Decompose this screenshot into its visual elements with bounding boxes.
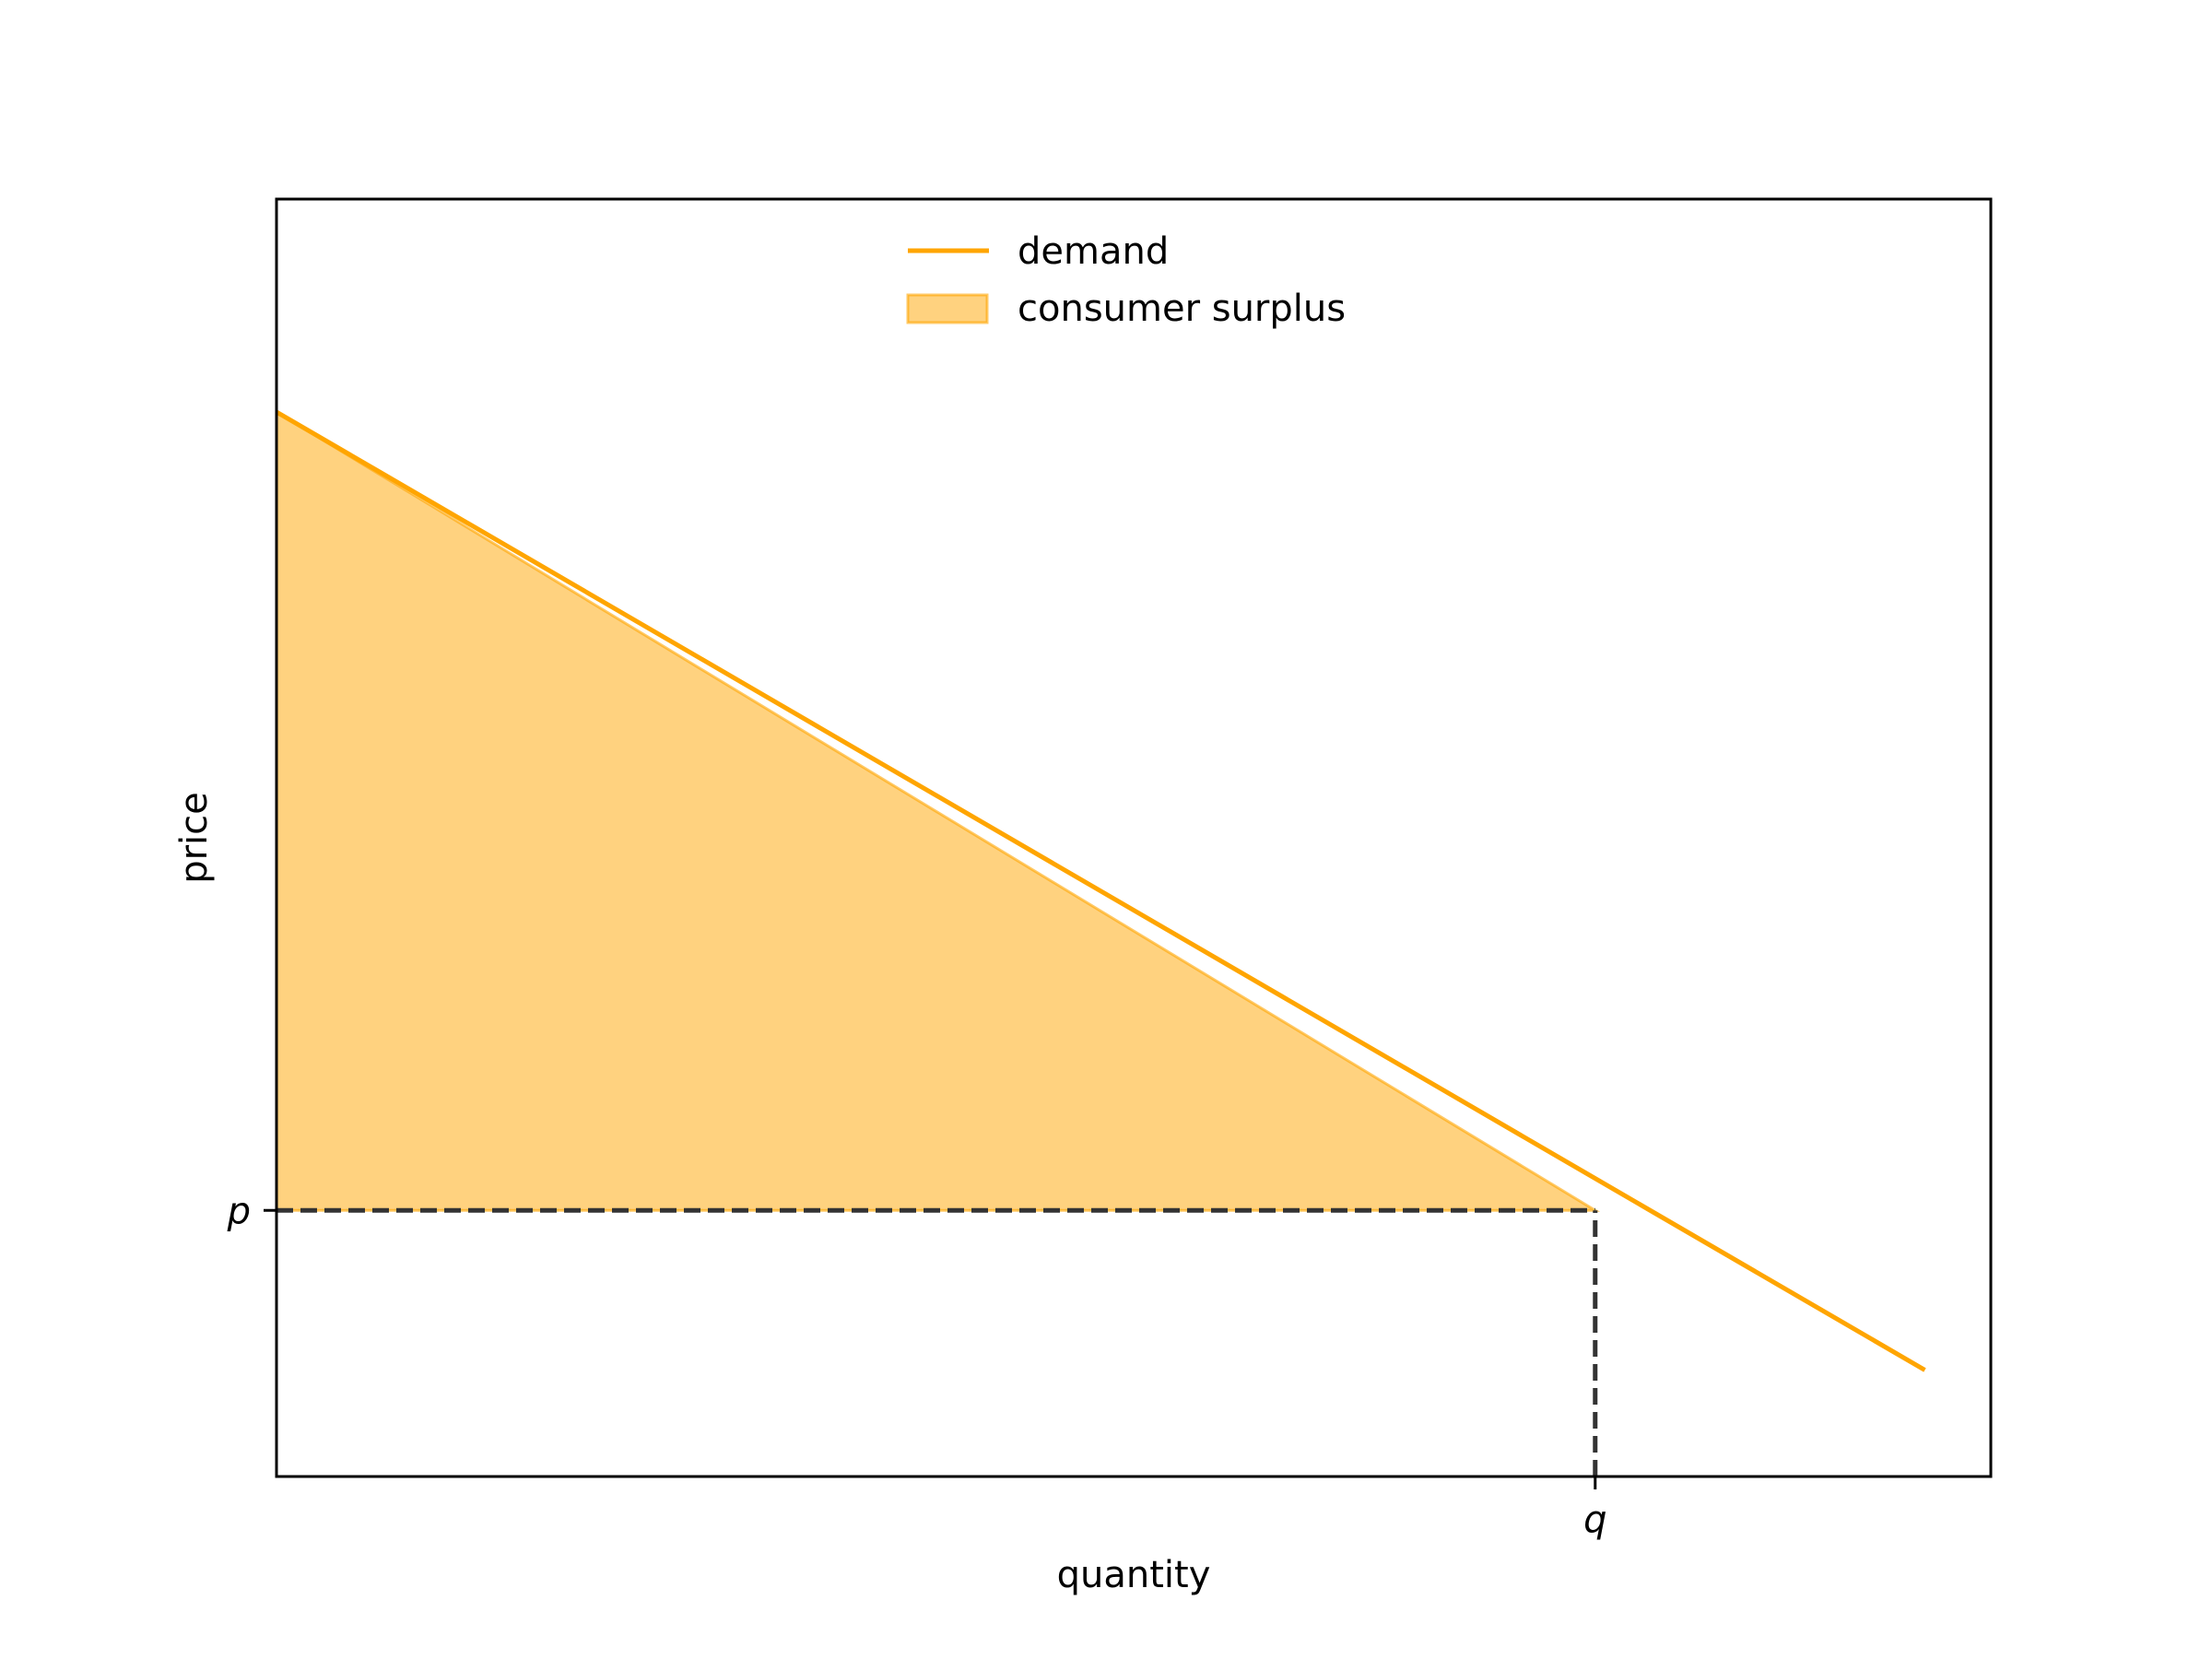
legend-label-consumer-surplus: consumer surplus	[1018, 288, 1346, 330]
legend-swatch-consumer-surplus	[906, 293, 989, 324]
legend-label-demand: demand	[1018, 230, 1169, 273]
plot-frame	[275, 197, 1993, 1478]
x-axis-label: quantity	[1057, 1554, 1211, 1596]
y-axis-label: price	[173, 792, 216, 884]
demand-line	[275, 409, 1926, 1372]
x-tick-label: q	[1583, 1499, 1606, 1541]
consumer-surplus-area	[275, 409, 1601, 1212]
y-tick-label: p	[227, 1190, 251, 1232]
legend: demand consumer surplus	[906, 230, 1346, 330]
